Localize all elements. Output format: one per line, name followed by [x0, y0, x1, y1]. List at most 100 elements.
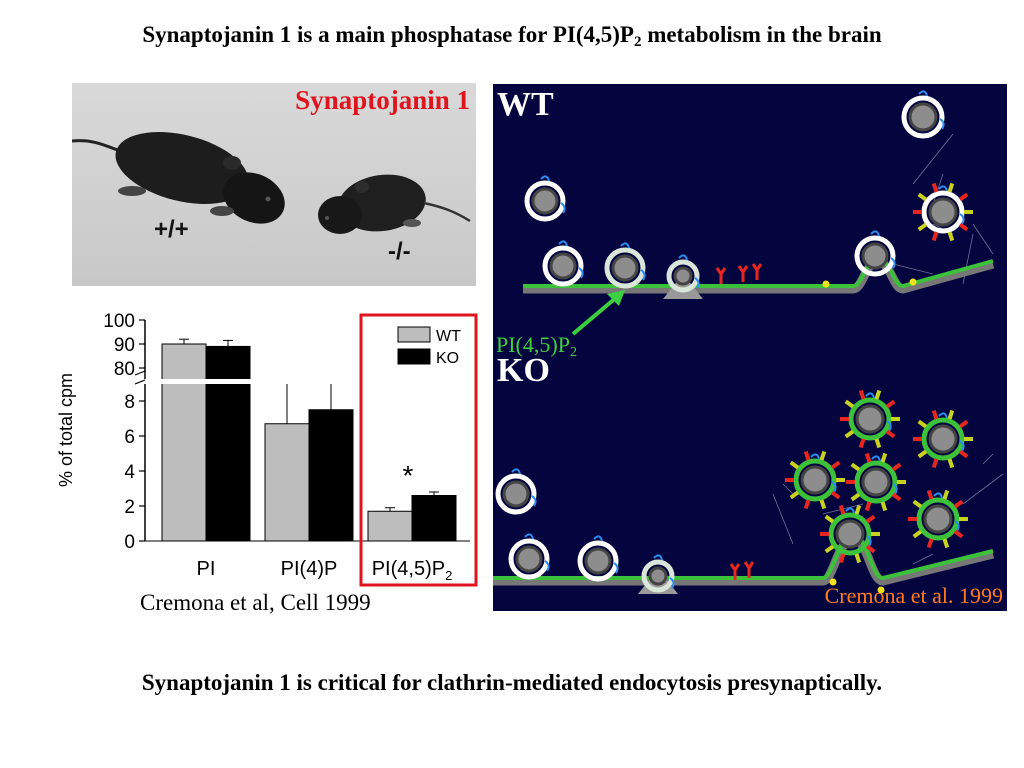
coat-protein — [958, 419, 969, 429]
vesicle-coat — [901, 95, 945, 139]
legend-swatch — [397, 326, 431, 343]
y-axis-label: % of total cpm — [56, 373, 76, 487]
vesicle-coat — [495, 473, 537, 515]
coat-protein — [917, 192, 928, 202]
ko-coat-spikes — [846, 452, 906, 512]
wt-mouse — [71, 132, 285, 224]
coat-protein — [891, 462, 902, 472]
ko-coated-vesicle — [828, 507, 872, 556]
coat-protein — [917, 449, 928, 459]
pip2-marker — [715, 267, 727, 284]
synaptobrevin — [959, 440, 965, 452]
ko-membrane-shadow — [493, 534, 995, 586]
coat-protein — [958, 449, 969, 459]
coat-protein — [947, 231, 955, 242]
synaptobrevin — [511, 468, 521, 475]
coat-protein — [819, 450, 827, 461]
coat-protein — [838, 504, 846, 515]
actin-filament — [782, 483, 794, 495]
coat-protein — [854, 504, 862, 515]
ko-vesicle — [508, 533, 550, 580]
mice-illustration — [71, 132, 471, 234]
legend-label: KO — [436, 350, 459, 367]
synaptobrevin — [870, 230, 880, 237]
vesicle-body — [611, 254, 639, 282]
coat-protein — [953, 529, 964, 539]
photo-label: Synaptojanin 1 — [295, 85, 470, 115]
coat-protein — [942, 489, 950, 500]
wt-vesicle — [666, 254, 700, 293]
actin-filament — [932, 173, 944, 205]
coat-protein — [958, 192, 969, 202]
coat-protein — [789, 490, 800, 500]
ko-coat-spikes — [820, 504, 880, 564]
vesicle-coat — [854, 235, 896, 277]
synaptobrevin — [544, 560, 550, 572]
x-tick-label: PI(4,5)P2 — [372, 558, 453, 583]
wt-budding-vesicle — [854, 230, 896, 277]
vesicle-body — [673, 266, 693, 286]
pip2-arrow — [571, 294, 620, 336]
vesicle-coat — [524, 180, 566, 222]
highlight-box — [359, 313, 478, 587]
synaptobrevin — [524, 533, 534, 540]
vesicle-coat — [828, 512, 872, 556]
coat-protein — [858, 389, 866, 400]
vesicle-coat — [916, 497, 960, 541]
axis-break-mark — [134, 370, 146, 385]
dynamin-dot — [829, 578, 837, 586]
coat-protein — [830, 490, 841, 500]
synaptobrevin — [669, 577, 675, 589]
vesicle-body — [549, 252, 577, 280]
coat-protein — [912, 499, 923, 509]
significance-asterisk: * — [403, 460, 414, 491]
ko-mouse — [318, 174, 471, 234]
legend-label: WT — [436, 328, 461, 345]
synaptobrevin — [938, 412, 948, 419]
ko-coated-vesicle — [921, 412, 965, 461]
coat-protein — [926, 489, 934, 500]
synaptobrevin — [933, 492, 943, 499]
synaptobrevin — [865, 392, 875, 399]
bar-wt — [161, 343, 207, 542]
coat-protein — [891, 492, 902, 502]
ko-vesicle — [641, 554, 675, 593]
coat-protein — [885, 399, 896, 409]
synaptobrevin — [845, 507, 855, 514]
coat-protein — [931, 231, 939, 242]
bar-ko — [411, 495, 457, 542]
vesicle-coat — [793, 458, 837, 502]
synaptobrevin — [866, 535, 872, 547]
vesicle-coat — [577, 540, 619, 582]
actin-filament — [912, 133, 954, 185]
ko-vesicle — [495, 468, 537, 515]
bar-wt — [264, 423, 310, 542]
citation-right: Cremona et al. 1999 — [824, 583, 1003, 608]
vesicle-body — [861, 467, 891, 497]
coat-protein — [864, 501, 872, 512]
coat-protein — [874, 438, 882, 449]
coat-protein — [850, 492, 861, 502]
vesicle-coat — [508, 538, 550, 580]
pip2-marker — [743, 561, 755, 578]
synaptobrevin — [540, 175, 550, 182]
bar-ko — [205, 345, 251, 542]
genotype-wt-label: +/+ — [154, 216, 189, 243]
coat-protein — [819, 499, 827, 510]
vesicle-coat — [641, 559, 675, 593]
ko-coat-spikes — [785, 450, 845, 510]
wt-vesicle — [524, 175, 566, 222]
coat-protein — [824, 514, 835, 524]
y-tick-label: 8 — [124, 392, 135, 413]
pip2-marker — [737, 265, 749, 282]
axis-break — [133, 379, 358, 384]
coat-protein — [880, 501, 888, 512]
coat-protein — [931, 458, 939, 469]
x-tick-label: PI — [197, 558, 216, 580]
coat-protein — [880, 452, 888, 463]
diagram-svg — [493, 90, 1004, 594]
vesicle-body — [531, 187, 559, 215]
coat-protein — [874, 389, 882, 400]
vesicle-body — [908, 102, 938, 132]
synaptobrevin — [560, 202, 566, 214]
